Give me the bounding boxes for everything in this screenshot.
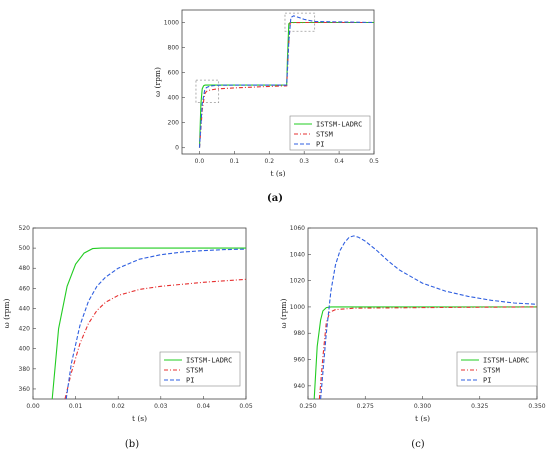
chart-2-legend-label-istsm-ladrc: ISTSM-LADRC (186, 357, 232, 365)
chart-2-panel-label: (b) (125, 439, 139, 450)
chart-1-legend-label-pi: PI (316, 141, 324, 149)
chart-1-ytick-label: 400 (168, 95, 180, 102)
chart-2-xtick-label: 0.05 (239, 403, 253, 410)
chart-2-ytick-label: 380 (19, 366, 31, 373)
chart-1-xtick-label: 0.1 (230, 158, 240, 165)
chart-1-legend-label-istsm-ladrc: ISTSM-LADRC (316, 121, 362, 129)
chart-1-series-stsm (198, 21, 374, 148)
chart-3-ytick-label: 1040 (290, 251, 305, 258)
chart-1-zoom-box-1 (195, 79, 220, 104)
chart-1-panel-label: (a) (267, 193, 283, 204)
chart-3-legend: ISTSM-LADRC STSM PI (456, 351, 538, 387)
chart-3-legend-label-pi: PI (483, 377, 491, 385)
chart-3-xtick-label: 0.250 (299, 403, 316, 410)
chart-1-series-group (198, 15, 374, 148)
chart-2-xtick-label: 0.03 (154, 403, 168, 410)
chart-2-ylabel: ω (rpm) (2, 299, 11, 329)
chart-2-ytick-label: 500 (19, 245, 31, 252)
chart-3-series-istsm-ladrc (313, 306, 537, 399)
chart-2-xlabel: t (s) (132, 414, 147, 423)
chart-2-series-stsm (64, 278, 246, 399)
chart-3-xtick-label: 0.350 (528, 403, 545, 410)
chart-1-xlabel: t (s) (270, 169, 285, 178)
chart-2-series-istsm-ladrc (51, 247, 246, 399)
chart-1: 0.0 0.1 0.2 0.3 0.4 0.5 0 200 400 600 800 1000 t (s)… (153, 9, 379, 204)
chart-2: 0.00 0.01 0.02 0.03 0.04 0.05 360 380 400 420 440 4… (2, 225, 253, 450)
chart-1-xtick-label: 0.2 (264, 158, 274, 165)
chart-2-xtick-label: 0.02 (112, 403, 126, 410)
chart-2-ytick-label: 460 (19, 285, 31, 292)
chart-1-ytick-label: 800 (168, 45, 180, 52)
chart-3-panel-label: (c) (411, 439, 425, 450)
chart-2-ytick-label: 440 (19, 305, 31, 312)
chart-2-xtick-label: 0.00 (26, 403, 40, 410)
chart-3-xtick-label: 0.300 (414, 403, 431, 410)
chart-1-ylabel: ω (rpm) (153, 67, 162, 97)
chart-1-ytick-label: 200 (168, 120, 180, 127)
chart-3-ytick-label: 980 (294, 330, 306, 337)
chart-2-ytick-label: 400 (19, 346, 31, 353)
chart-1-xtick-label: 0.0 (195, 158, 205, 165)
chart-1-series-pi (198, 15, 374, 148)
chart-2-ytick-label: 520 (19, 225, 31, 232)
chart-3-xtick-label: 0.275 (357, 403, 374, 410)
chart-3-ytick-label: 1000 (290, 304, 305, 311)
chart-3-ytick-label: 960 (294, 357, 306, 364)
chart-3-series-pi (320, 235, 537, 399)
chart-1-legend: ISTSM-LADRC STSM PI (289, 115, 371, 151)
chart-1-xtick-label: 0.4 (334, 158, 344, 165)
chart-1-ytick-label: 1000 (164, 20, 179, 27)
chart-1-ytick-label: 0 (175, 145, 179, 152)
chart-2-series-group (51, 247, 246, 399)
chart-3-legend-label-istsm-ladrc: ISTSM-LADRC (483, 357, 529, 365)
chart-1-xtick-label: 0.5 (369, 158, 379, 165)
chart-3-ylabel: ω (rpm) (279, 299, 288, 329)
chart-2-frame (32, 227, 247, 400)
chart-2-ytick-label: 360 (19, 386, 31, 393)
chart-2-legend-label-pi: PI (186, 377, 194, 385)
chart-3-legend-label-stsm: STSM (483, 367, 500, 375)
chart-2-ytick-label: 480 (19, 265, 31, 272)
chart-2-legend: ISTSM-LADRC STSM PI (159, 351, 241, 387)
chart-2-ytick-label: 420 (19, 326, 31, 333)
chart-2-xtick-label: 0.01 (69, 403, 83, 410)
chart-2-legend-label-stsm: STSM (186, 367, 203, 375)
chart-3-xlabel: t (s) (415, 414, 430, 423)
chart-1-xtick-label: 0.3 (299, 158, 309, 165)
chart-1-frame (181, 9, 375, 155)
chart-3-ytick-label: 1060 (290, 225, 305, 232)
chart-1-ytick-label: 600 (168, 70, 180, 77)
chart-2-xtick-label: 0.04 (197, 403, 211, 410)
chart-2-series-pi (65, 248, 246, 399)
chart-3-series-stsm (318, 306, 537, 399)
chart-3: 0.250 0.275 0.300 0.325 0.350 940 960 980 1000 10… (279, 225, 546, 450)
chart-3-series-group (313, 235, 537, 399)
chart-3-ytick-label: 1020 (290, 278, 305, 285)
chart-1-legend-label-stsm: STSM (316, 131, 333, 139)
chart-3-ytick-label: 940 (294, 383, 306, 390)
chart-3-xtick-label: 0.325 (471, 403, 488, 410)
